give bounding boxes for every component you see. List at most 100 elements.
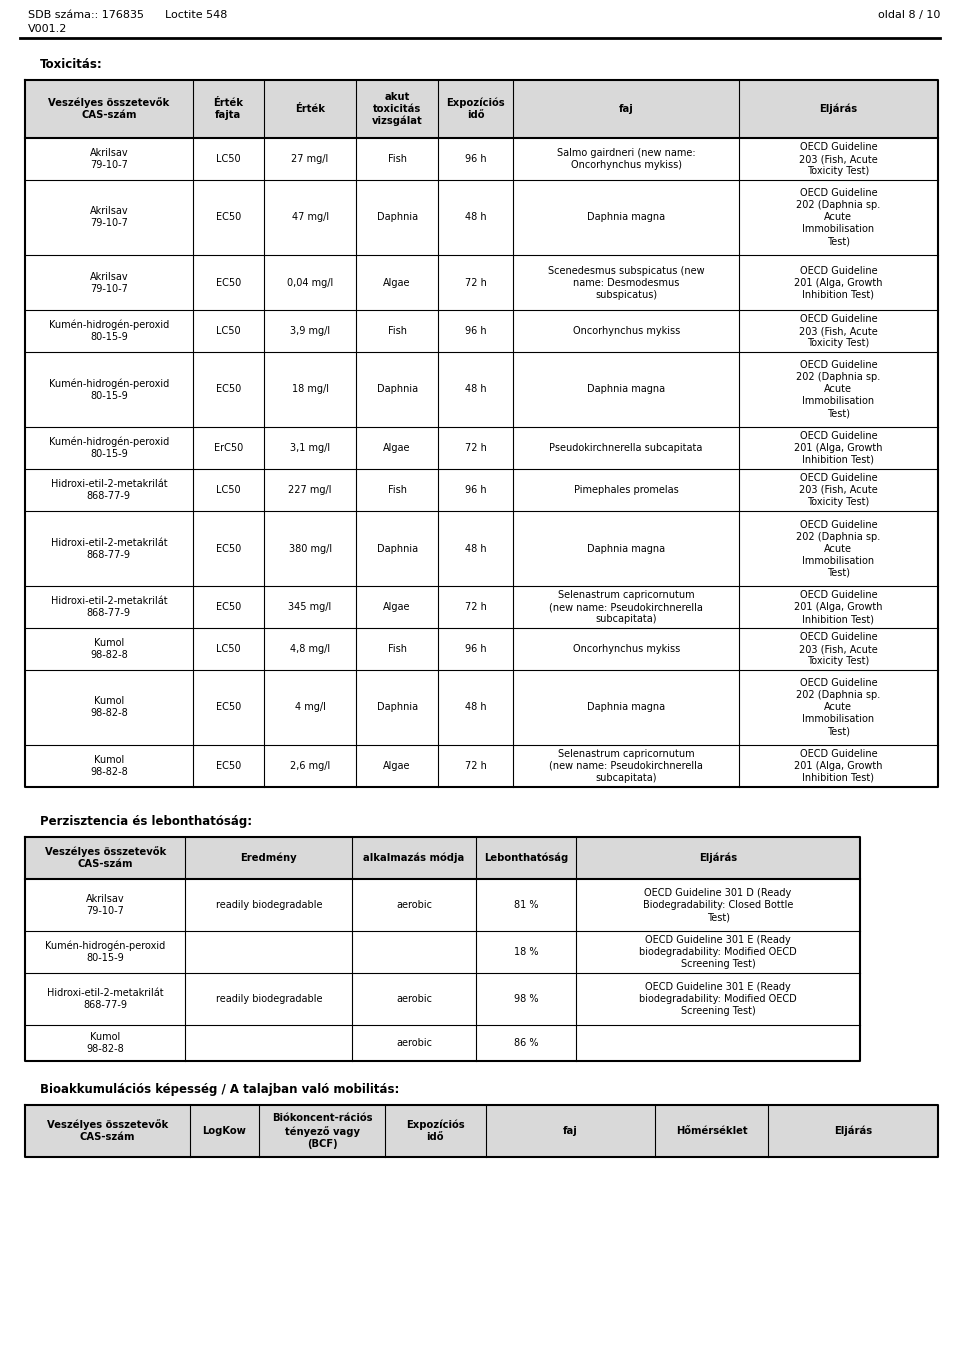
Text: OECD Guideline
201 (Alga, Growth
Inhibition Test): OECD Guideline 201 (Alga, Growth Inhibit… [794, 430, 882, 464]
Text: aerobic: aerobic [396, 1038, 432, 1047]
Text: 0,04 mg/l: 0,04 mg/l [287, 278, 333, 287]
Text: Kumol
98-82-8: Kumol 98-82-8 [90, 696, 128, 719]
Text: 72 h: 72 h [465, 761, 487, 771]
Text: EC50: EC50 [216, 602, 241, 612]
Text: OECD Guideline 301 D (Ready
Biodegradability: Closed Bottle
Test): OECD Guideline 301 D (Ready Biodegradabi… [643, 888, 793, 922]
Text: EC50: EC50 [216, 384, 241, 395]
Text: Daphnia magna: Daphnia magna [588, 212, 665, 222]
Text: Érték
fajta: Érték fajta [213, 98, 243, 120]
Text: EC50: EC50 [216, 212, 241, 222]
Text: Eljárás: Eljárás [819, 104, 857, 114]
Text: 72 h: 72 h [465, 443, 487, 454]
Text: V001.2: V001.2 [28, 25, 67, 34]
Text: 48 h: 48 h [465, 703, 487, 712]
Text: Veszélyes összetevők
CAS-szám: Veszélyes összetevők CAS-szám [44, 847, 166, 869]
Text: 48 h: 48 h [465, 212, 487, 222]
Text: Expozíciós
idő: Expozíciós idő [406, 1120, 465, 1143]
Text: OECD Guideline
201 (Alga, Growth
Inhibition Test): OECD Guideline 201 (Alga, Growth Inhibit… [794, 749, 882, 783]
Text: Kumol
98-82-8: Kumol 98-82-8 [90, 755, 128, 776]
Text: OECD Guideline
202 (Daphnia sp.
Acute
Immobilisation
Test): OECD Guideline 202 (Daphnia sp. Acute Im… [796, 519, 880, 577]
Text: alkalmazás módja: alkalmazás módja [364, 853, 465, 864]
Text: oldal 8 / 10: oldal 8 / 10 [877, 10, 940, 20]
Text: OECD Guideline
202 (Daphnia sp.
Acute
Immobilisation
Test): OECD Guideline 202 (Daphnia sp. Acute Im… [796, 361, 880, 418]
Text: readily biodegradable: readily biodegradable [216, 994, 322, 1004]
Bar [25, 1105, 938, 1156]
Text: OECD Guideline
201 (Alga, Growth
Inhibition Test): OECD Guideline 201 (Alga, Growth Inhibit… [794, 266, 882, 300]
Text: Daphnia: Daphnia [376, 384, 418, 395]
Text: OECD Guideline
201 (Alga, Growth
Inhibition Test): OECD Guideline 201 (Alga, Growth Inhibit… [794, 590, 882, 624]
Text: Daphnia: Daphnia [376, 543, 418, 553]
Text: Érték: Érték [295, 104, 325, 114]
Text: Hidroxi-etil-2-metakrilát
868-77-9: Hidroxi-etil-2-metakrilát 868-77-9 [51, 479, 167, 501]
Text: Hidroxi-etil-2-metakrilát
868-77-9: Hidroxi-etil-2-metakrilát 868-77-9 [47, 987, 163, 1011]
Text: LC50: LC50 [216, 644, 241, 654]
Text: Daphnia magna: Daphnia magna [588, 384, 665, 395]
Text: Toxicitás:: Toxicitás: [40, 59, 103, 71]
Text: Perzisztencia és lebonthatóság:: Perzisztencia és lebonthatóság: [40, 814, 252, 828]
Text: Pseudokirchnerella subcapitata: Pseudokirchnerella subcapitata [549, 443, 703, 454]
Text: 86 %: 86 % [514, 1038, 539, 1047]
Text: 72 h: 72 h [465, 602, 487, 612]
Text: Akrilsav
79-10-7: Akrilsav 79-10-7 [89, 148, 129, 170]
Text: 48 h: 48 h [465, 384, 487, 395]
Text: Selenastrum capricornutum
(new name: Pseudokirchnerella
subcapitata): Selenastrum capricornutum (new name: Pse… [549, 590, 703, 624]
Text: Fish: Fish [388, 644, 407, 654]
Text: Biókoncent-rációs
tényező vagy
(BCF): Biókoncent-rációs tényező vagy (BCF) [272, 1113, 372, 1148]
Text: 345 mg/l: 345 mg/l [289, 602, 332, 612]
Text: akut
toxicitás
vizsgálat: akut toxicitás vizsgálat [372, 91, 422, 127]
Text: 96 h: 96 h [465, 326, 487, 336]
Text: 18 %: 18 % [514, 947, 539, 957]
Text: faj: faj [564, 1126, 578, 1136]
Text: 48 h: 48 h [465, 543, 487, 553]
Text: 18 mg/l: 18 mg/l [292, 384, 328, 395]
Text: Hidroxi-etil-2-metakrilát
868-77-9: Hidroxi-etil-2-metakrilát 868-77-9 [51, 538, 167, 560]
Text: aerobic: aerobic [396, 900, 432, 910]
Text: EC50: EC50 [216, 543, 241, 553]
Text: Oncorhynchus mykiss: Oncorhynchus mykiss [572, 644, 680, 654]
Text: faj: faj [619, 104, 634, 114]
Text: 227 mg/l: 227 mg/l [288, 485, 332, 494]
Text: Eljárás: Eljárás [834, 1126, 873, 1136]
Text: Hidroxi-etil-2-metakrilát
868-77-9: Hidroxi-etil-2-metakrilát 868-77-9 [51, 597, 167, 618]
Bar [25, 838, 860, 878]
Text: 47 mg/l: 47 mg/l [292, 212, 328, 222]
Text: Pimephales promelas: Pimephales promelas [574, 485, 679, 494]
Text: OECD Guideline 301 E (Ready
biodegradability: Modified OECD
Screening Test): OECD Guideline 301 E (Ready biodegradabi… [639, 934, 797, 968]
Text: 98 %: 98 % [514, 994, 539, 1004]
Text: EC50: EC50 [216, 761, 241, 771]
Text: Akrilsav
79-10-7: Akrilsav 79-10-7 [89, 271, 129, 293]
Text: EC50: EC50 [216, 278, 241, 287]
Text: LogKow: LogKow [203, 1126, 247, 1136]
Text: OECD Guideline
203 (Fish, Acute
Toxicity Test): OECD Guideline 203 (Fish, Acute Toxicity… [799, 142, 877, 176]
Text: Fish: Fish [388, 154, 407, 163]
Text: LC50: LC50 [216, 485, 241, 494]
Bar [25, 80, 938, 138]
Text: OECD Guideline
202 (Daphnia sp.
Acute
Immobilisation
Test): OECD Guideline 202 (Daphnia sp. Acute Im… [796, 188, 880, 247]
Text: 81 %: 81 % [514, 900, 539, 910]
Text: OECD Guideline
203 (Fish, Acute
Toxicity Test): OECD Guideline 203 (Fish, Acute Toxicity… [799, 315, 877, 349]
Text: 96 h: 96 h [465, 644, 487, 654]
Text: Salmo gairdneri (new name:
Oncorhynchus mykiss): Salmo gairdneri (new name: Oncorhynchus … [557, 148, 695, 170]
Text: SDB száma:: 176835      Loctite 548: SDB száma:: 176835 Loctite 548 [28, 10, 228, 20]
Text: readily biodegradable: readily biodegradable [216, 900, 322, 910]
Text: 27 mg/l: 27 mg/l [292, 154, 328, 163]
Text: 3,9 mg/l: 3,9 mg/l [290, 326, 330, 336]
Text: Daphnia magna: Daphnia magna [588, 543, 665, 553]
Text: Scenedesmus subspicatus (new
name: Desmodesmus
subspicatus): Scenedesmus subspicatus (new name: Desmo… [548, 266, 705, 300]
Text: Veszélyes összetevők
CAS-szám: Veszélyes összetevők CAS-szám [47, 1120, 168, 1143]
Text: Akrilsav
79-10-7: Akrilsav 79-10-7 [85, 893, 125, 917]
Text: Daphnia magna: Daphnia magna [588, 703, 665, 712]
Text: OECD Guideline
203 (Fish, Acute
Toxicity Test): OECD Guideline 203 (Fish, Acute Toxicity… [799, 473, 877, 507]
Text: Eredmény: Eredmény [241, 853, 298, 864]
Text: ErC50: ErC50 [214, 443, 243, 454]
Text: 96 h: 96 h [465, 485, 487, 494]
Text: 3,1 mg/l: 3,1 mg/l [290, 443, 330, 454]
Text: 380 mg/l: 380 mg/l [289, 543, 331, 553]
Text: Eljárás: Eljárás [699, 853, 737, 864]
Text: Fish: Fish [388, 326, 407, 336]
Text: Kumén-hidrogén-peroxid
80-15-9: Kumén-hidrogén-peroxid 80-15-9 [45, 941, 165, 963]
Text: Oncorhynchus mykiss: Oncorhynchus mykiss [572, 326, 680, 336]
Text: Expozíciós
idő: Expozíciós idő [446, 98, 505, 120]
Text: Akrilsav
79-10-7: Akrilsav 79-10-7 [89, 207, 129, 229]
Text: EC50: EC50 [216, 703, 241, 712]
